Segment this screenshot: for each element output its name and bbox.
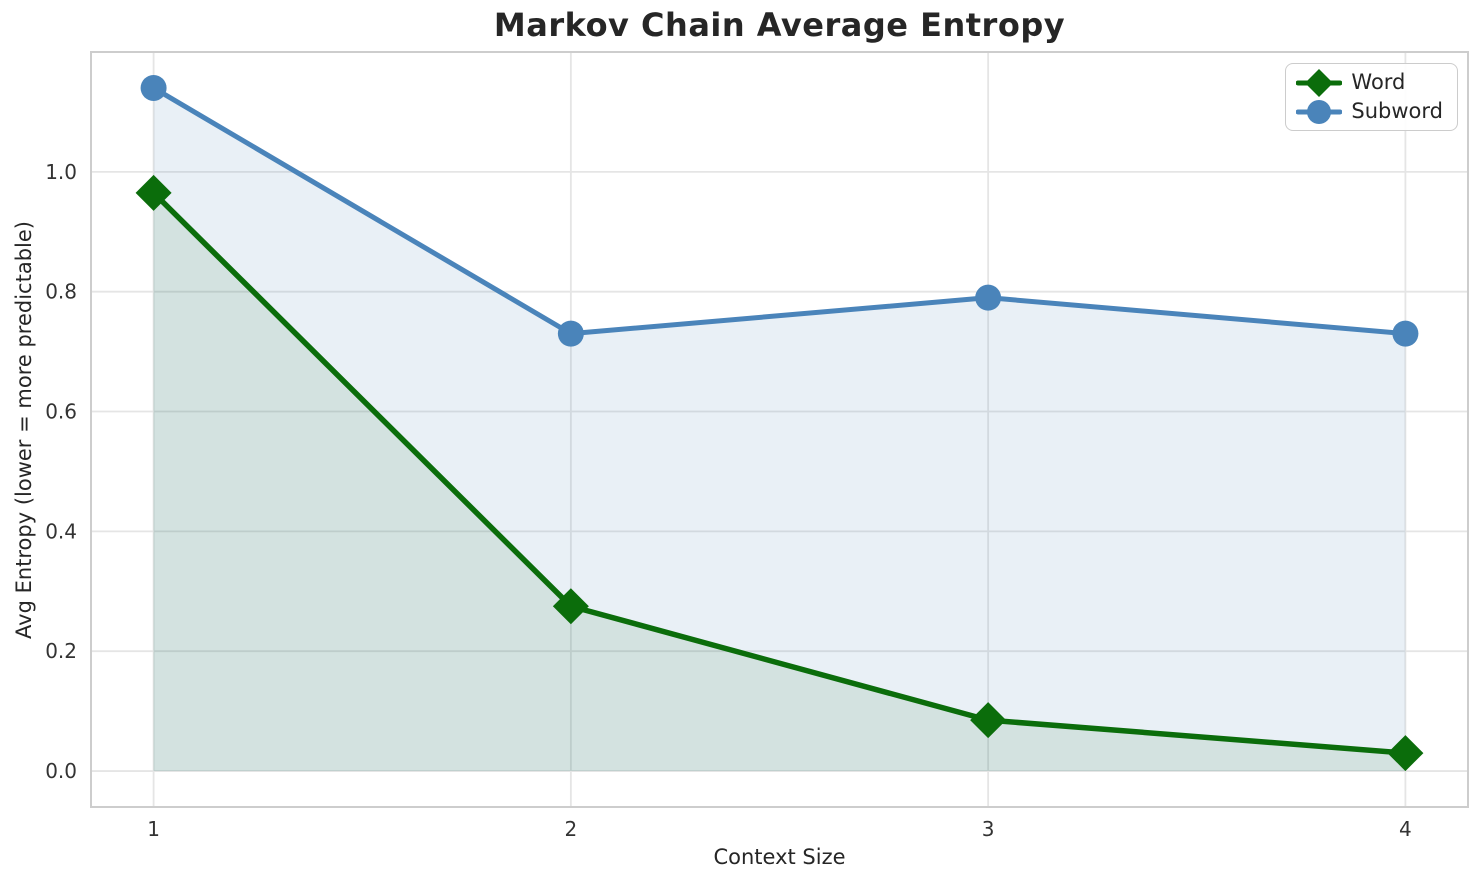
legend-item-subword: Subword [1296, 98, 1443, 125]
subword-marker [140, 74, 167, 101]
x-axis-label: Context Size [713, 845, 846, 869]
legend: Word Subword [1285, 63, 1458, 131]
subword-marker [1392, 320, 1419, 347]
x-tick-label: 4 [1399, 817, 1412, 841]
legend-item-word: Word [1296, 68, 1443, 97]
word-series-line [150, 190, 1409, 756]
word-marker [552, 588, 589, 625]
y-tick-label: 0.8 [45, 280, 77, 304]
y-tick-label: 1.0 [45, 160, 77, 184]
y-tick-label: 0.0 [45, 759, 77, 783]
x-tick-label: 1 [147, 817, 160, 841]
y-axis-label: Avg Entropy (lower = more predictable) [12, 221, 36, 639]
chart-title: Markov Chain Average Entropy [493, 6, 1066, 44]
y-tick-label: 0.6 [45, 400, 77, 424]
subword-circle-icon [1296, 99, 1343, 124]
word-marker [1387, 735, 1424, 772]
y-tick-label: 0.2 [45, 639, 77, 663]
legend-label: Subword [1351, 99, 1443, 123]
x-tick-label: 2 [564, 817, 577, 841]
word-diamond-icon [1296, 68, 1343, 97]
subword-area-fill [153, 87, 1406, 772]
word-marker [135, 174, 172, 211]
word-area-fill [153, 192, 1406, 772]
subword-marker [975, 284, 1002, 311]
subword-marker [557, 320, 584, 347]
subword-series-line [151, 85, 1408, 337]
y-tick-label: 0.4 [45, 519, 77, 543]
plot-border [90, 51, 1469, 808]
x-tick-label: 3 [982, 817, 995, 841]
word-marker [970, 702, 1007, 739]
legend-label: Word [1351, 70, 1406, 94]
